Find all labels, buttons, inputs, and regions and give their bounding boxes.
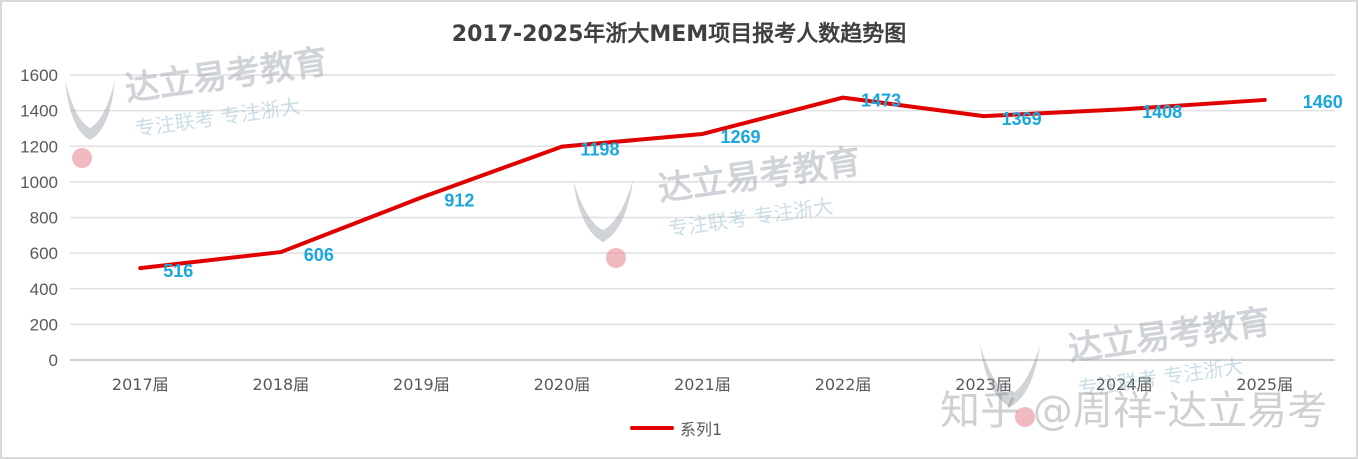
x-tick-label: 2025届 [1236,375,1293,394]
x-tick-label: 2019届 [393,375,450,394]
legend-label: 系列1 [680,420,723,439]
data-label: 1198 [580,140,619,160]
y-tick-label: 1400 [20,102,58,121]
y-tick-label: 800 [30,209,58,228]
data-label: 1269 [720,127,760,147]
gridlines [70,74,1335,361]
y-tick-label: 600 [30,244,58,263]
y-tick-label: 400 [30,280,58,299]
legend-line-swatch [630,426,674,430]
data-labels: 516 606 912 1198 1269 1473 1369 1408 1460 [163,91,1342,281]
x-tick-label: 2023届 [955,375,1012,394]
y-axis: 0 200 400 600 800 1000 1200 1400 1600 [20,66,58,370]
y-tick-label: 0 [49,351,58,370]
data-label: 1369 [1002,109,1042,129]
data-label: 1408 [1142,102,1182,122]
chart-title: 2017-2025年浙大MEM项目报考人数趋势图 [451,22,907,47]
y-tick-label: 200 [30,315,58,334]
data-label: 516 [163,261,193,281]
chart-legend: 系列1 [630,416,722,440]
y-tick-label: 1600 [20,66,58,85]
y-tick-label: 1000 [20,173,58,192]
data-label: 606 [304,245,334,265]
x-axis: 2017届 2018届 2019届 2020届 2021届 2022届 2023届 2024届… [112,375,1293,394]
series-line [138,95,1267,271]
x-tick-label: 2024届 [1096,375,1153,394]
data-label: 912 [444,191,474,211]
x-tick-label: 2020届 [534,375,591,394]
y-tick-label: 1200 [20,137,58,156]
x-tick-label: 2022届 [815,375,872,394]
data-label: 1460 [1303,92,1343,112]
data-label: 1473 [861,91,901,111]
x-tick-label: 2021届 [674,375,731,394]
x-tick-label: 2017届 [112,375,169,394]
x-tick-label: 2018届 [252,375,309,394]
